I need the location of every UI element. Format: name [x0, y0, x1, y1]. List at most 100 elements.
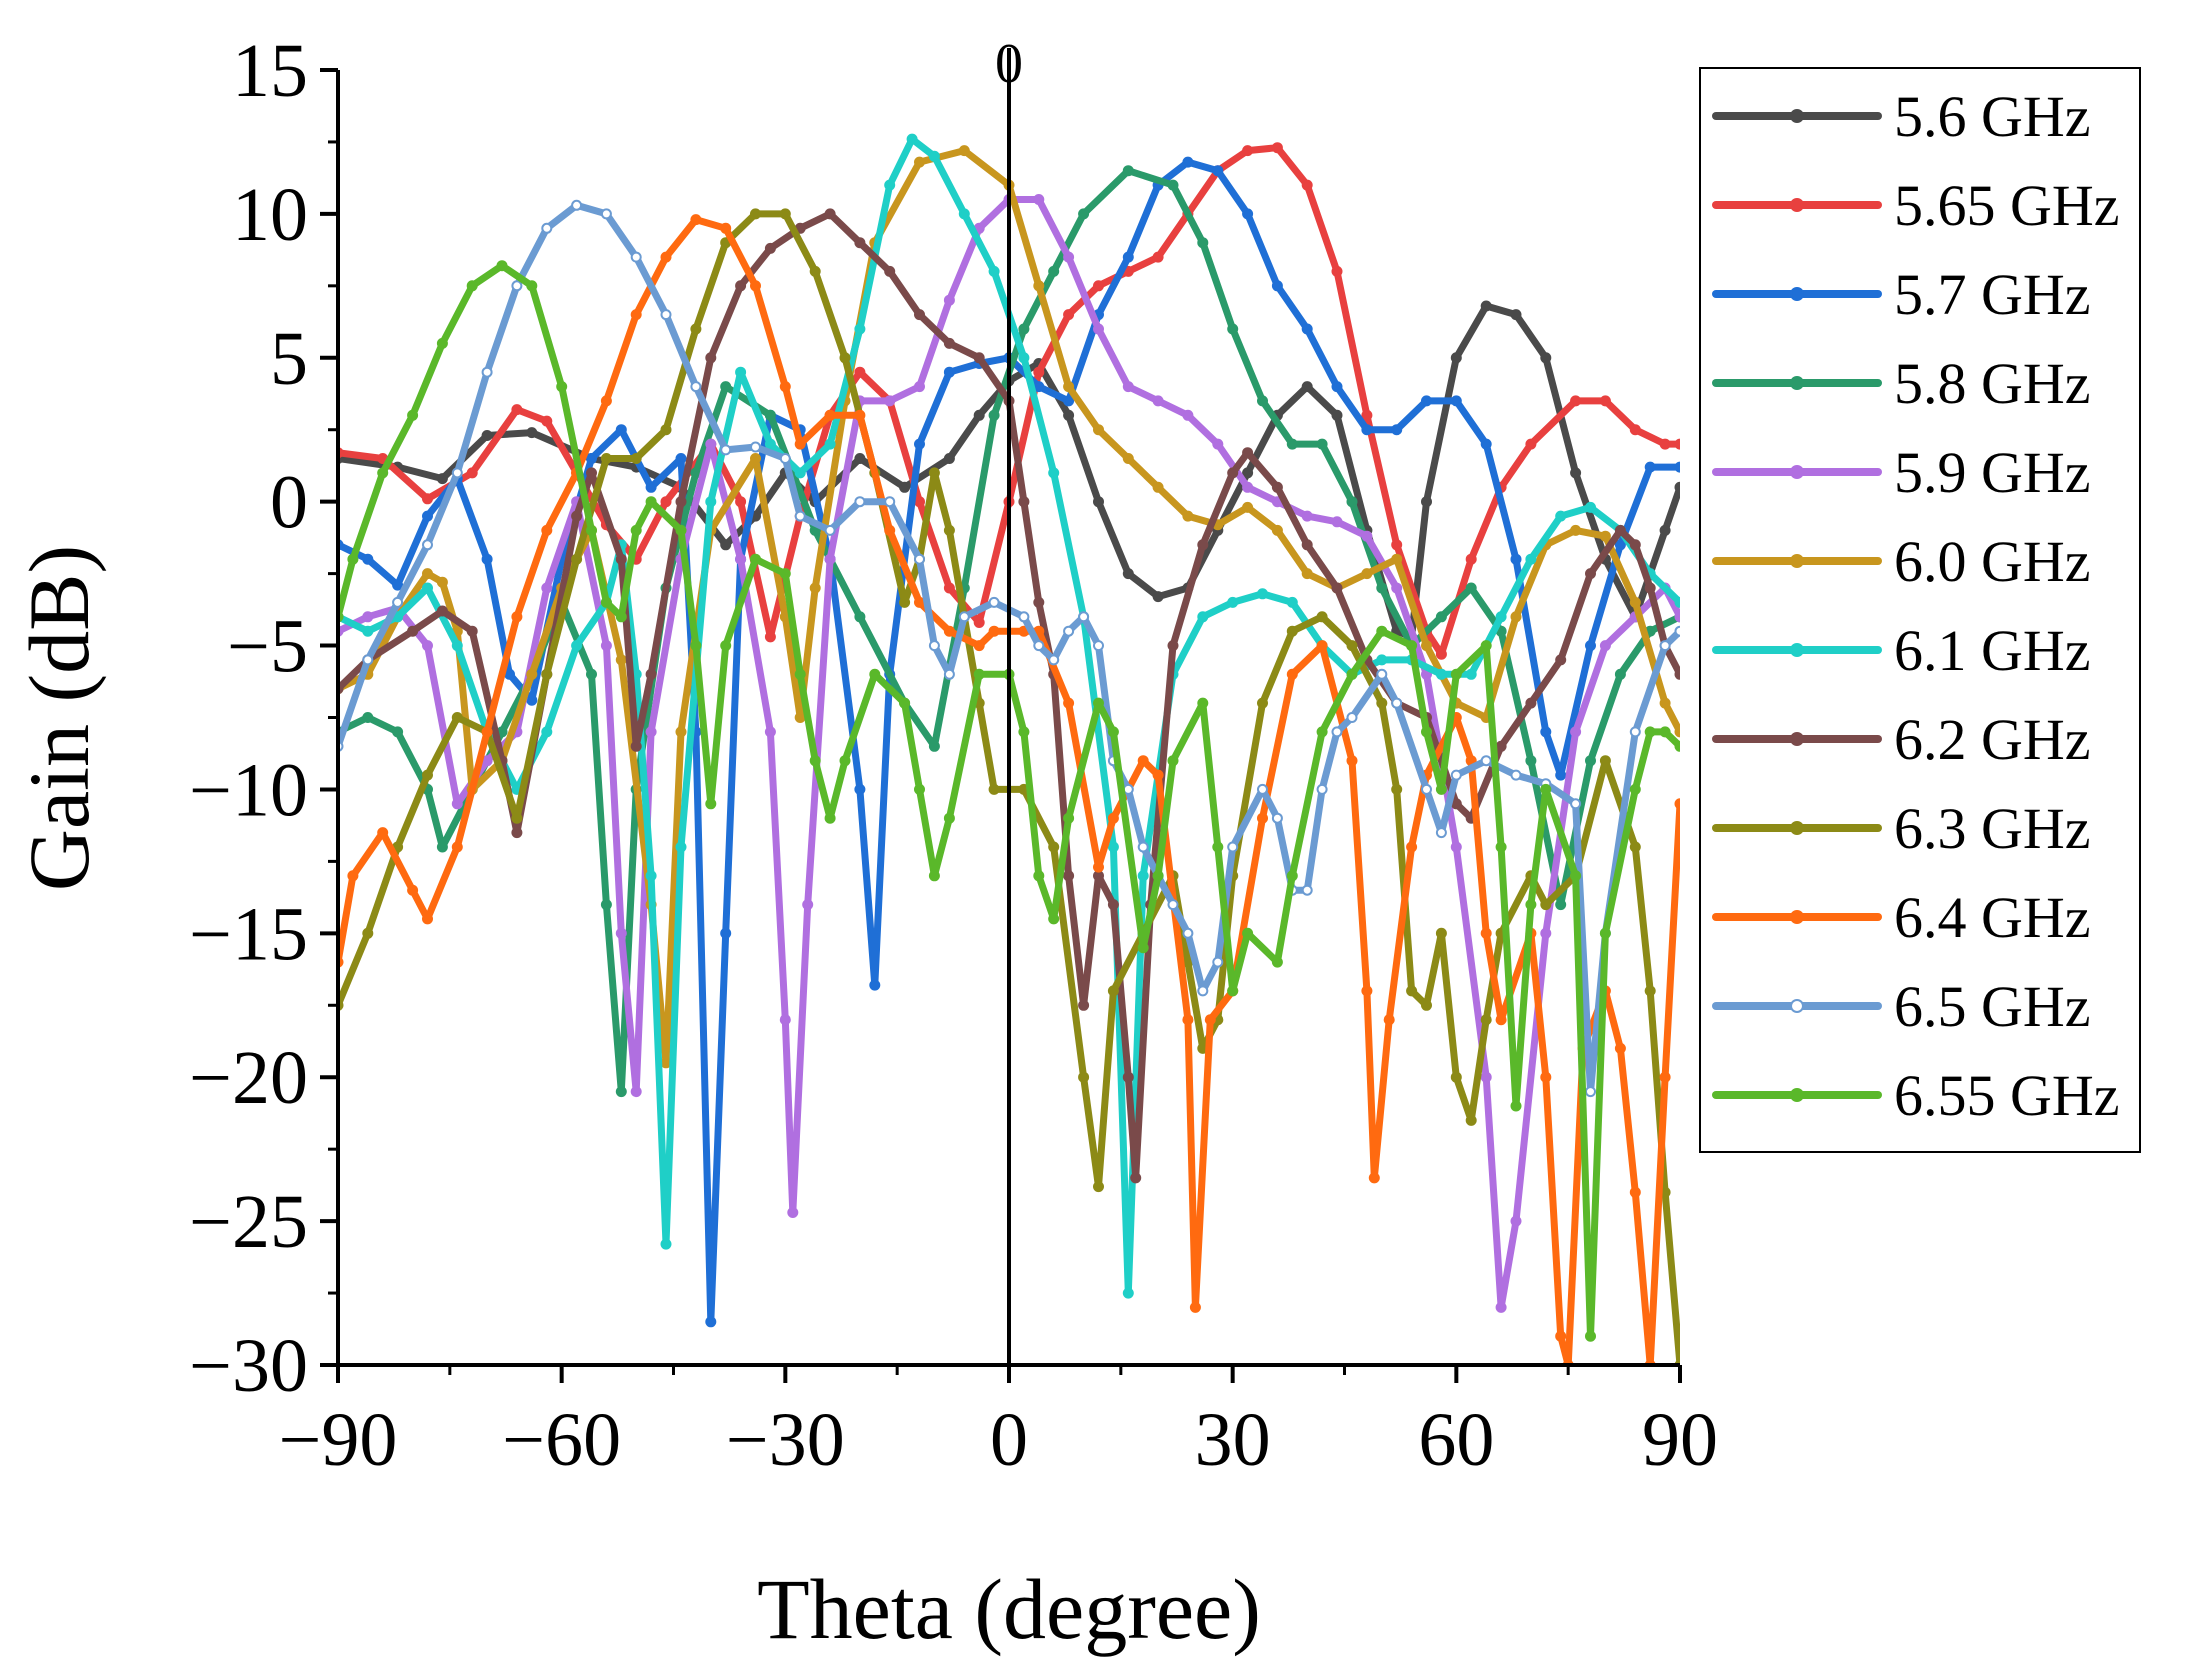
data-point [1093, 496, 1104, 508]
data-point [988, 265, 1000, 277]
data-point [496, 260, 508, 272]
data-point [1674, 438, 1680, 450]
data-point [735, 553, 747, 565]
data-point [1555, 654, 1567, 666]
data-point [1555, 899, 1567, 911]
data-point [1018, 496, 1030, 508]
data-point [1525, 755, 1537, 767]
data-point [1033, 640, 1045, 652]
data-point [764, 242, 776, 254]
data-point [943, 337, 955, 349]
data-point [1033, 280, 1045, 292]
data-point [705, 496, 717, 508]
data-point [630, 453, 642, 464]
y-tick-label: 15 [232, 29, 308, 113]
data-point [1063, 625, 1075, 637]
data-point [1674, 461, 1680, 473]
data-point [1048, 265, 1060, 277]
data-point [1495, 611, 1507, 623]
data-point [973, 352, 985, 364]
data-point [1450, 352, 1462, 364]
data-point [1674, 740, 1680, 752]
data-point [1197, 697, 1209, 709]
data-point [362, 553, 374, 565]
data-point [1629, 726, 1641, 738]
data-point [1585, 640, 1596, 652]
data-point [1480, 755, 1492, 767]
data-point [705, 352, 717, 364]
data-point [541, 668, 553, 680]
data-point [1644, 461, 1656, 473]
data-point [1286, 596, 1298, 608]
data-point [854, 453, 866, 464]
data-point [1525, 697, 1537, 709]
data-point [1510, 1215, 1522, 1227]
data-point [854, 783, 866, 795]
data-point [764, 409, 776, 421]
legend-marker [1790, 1088, 1804, 1102]
data-point [794, 668, 806, 680]
data-point [645, 870, 657, 882]
legend-label: 6.4 GHz [1894, 885, 2091, 950]
data-point [1450, 841, 1462, 853]
data-point [1510, 769, 1522, 781]
data-point [1189, 1301, 1201, 1313]
x-tick-label: 30 [1195, 1398, 1271, 1482]
data-point [1376, 668, 1388, 680]
data-point [571, 640, 583, 652]
data-point [1383, 1014, 1395, 1026]
data-point [377, 467, 389, 479]
data-point [690, 214, 702, 226]
data-point [586, 668, 597, 680]
y-tick-label: −30 [189, 1324, 308, 1408]
y-tick-label: 5 [270, 317, 308, 401]
data-point [586, 524, 597, 536]
data-point [615, 611, 627, 623]
data-point [1540, 1071, 1552, 1083]
data-point [735, 366, 747, 378]
data-point [1152, 591, 1164, 603]
data-point [1107, 812, 1119, 824]
data-point [779, 208, 791, 220]
data-point [571, 553, 583, 565]
data-point [1301, 381, 1313, 393]
data-point [1033, 366, 1045, 378]
data-point [1585, 568, 1596, 580]
data-point [451, 712, 463, 723]
data-point [854, 237, 866, 249]
data-point [600, 899, 612, 911]
data-point [541, 222, 553, 234]
data-point [1406, 841, 1418, 853]
data-point [943, 524, 955, 536]
data-point [1659, 438, 1671, 450]
legend-label: 6.55 GHz [1894, 1063, 2120, 1128]
data-point [705, 1316, 717, 1328]
data-point [1063, 309, 1075, 321]
data-point [1465, 668, 1477, 680]
data-point [1257, 588, 1268, 600]
data-point [1435, 668, 1447, 680]
data-point [1391, 697, 1403, 709]
data-point [600, 208, 612, 220]
data-point [854, 611, 866, 623]
data-point [1271, 524, 1283, 536]
data-point [630, 524, 642, 536]
data-point [1644, 985, 1656, 997]
data-point [1674, 596, 1680, 608]
data-point [690, 381, 702, 393]
data-point [481, 553, 493, 565]
data-point [407, 409, 419, 421]
data-point [422, 640, 433, 652]
data-point [824, 208, 836, 220]
data-point [1376, 654, 1388, 666]
data-point [1421, 783, 1432, 795]
data-point [824, 409, 836, 421]
data-point [1376, 582, 1388, 594]
data-point [1421, 726, 1432, 738]
data-point [1227, 467, 1239, 479]
data-point [1301, 323, 1313, 335]
data-point [1093, 870, 1104, 882]
data-point [1182, 409, 1194, 421]
data-point [928, 740, 940, 752]
